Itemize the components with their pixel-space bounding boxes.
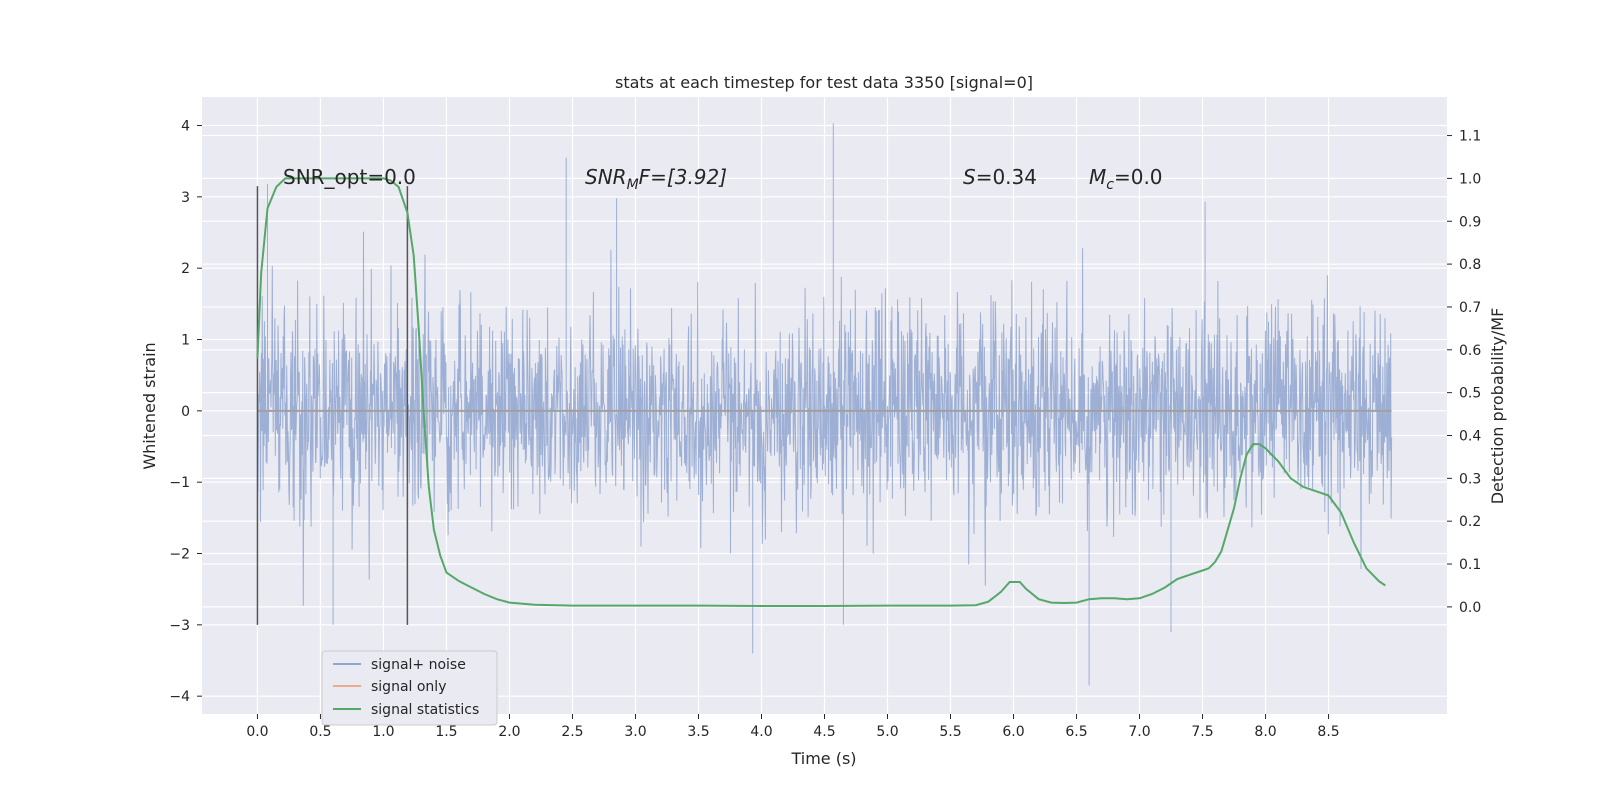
y2-tick-label: 0.9 (1459, 214, 1481, 230)
annotation-mc: Mc=0.0 (1089, 165, 1163, 193)
x-tick-label: 4.0 (750, 724, 772, 740)
y2-tick-label: 0.3 (1459, 471, 1481, 487)
y2-axis-label: Detection probability/MF (1488, 308, 1507, 505)
y-tick-label: −4 (169, 689, 190, 705)
series-signal-noise (256, 123, 1393, 686)
x-tick-label: 7.5 (1191, 724, 1213, 740)
annotation-snr-opt: SNR_opt=0.0 (283, 165, 416, 189)
x-axis-label: Time (s) (790, 749, 856, 768)
y2-tick-label: 0.1 (1459, 557, 1481, 573)
annotation-s: S=0.34 (963, 165, 1037, 189)
y-tick-label: 0 (181, 404, 190, 420)
x-tick-label: 4.5 (813, 724, 835, 740)
legend-box (321, 650, 498, 726)
marker-lines (256, 186, 409, 625)
signal-statistics-line (256, 177, 1386, 607)
y-tick-label: 1 (181, 333, 190, 349)
series-signal-statistics (256, 177, 1386, 607)
y2-tick-label: 0.7 (1459, 300, 1481, 316)
legend-label-signal-noise: signal+ noise (371, 657, 466, 673)
legend-label-signal-only: signal only (371, 679, 446, 695)
x-tick-label: 3.0 (624, 724, 646, 740)
chart-title: stats at each timestep for test data 335… (615, 73, 1033, 92)
y2-tick-label: 0.2 (1459, 514, 1481, 530)
x-tick-label: 1.0 (372, 724, 394, 740)
y2-tick-label: 0.8 (1459, 257, 1481, 273)
y2-tick-label: 0.0 (1459, 600, 1481, 616)
x-tick-label: 2.0 (498, 724, 520, 740)
y-tick-labels: 4 3 2 1 0 −1 −2 −3 −4 (169, 119, 202, 705)
x-tick-label: 3.5 (687, 724, 709, 740)
y-tick-label: −2 (169, 547, 190, 563)
x-tick-label: 5.0 (876, 724, 898, 740)
x-tick-label: 5.5 (939, 724, 961, 740)
y-tick-label: −3 (169, 618, 190, 634)
legend-label-signal-statistics: signal statistics (371, 702, 479, 718)
y-tick-label: 4 (181, 119, 190, 135)
x-tick-label: 0.5 (309, 724, 331, 740)
x-tick-label: 7.0 (1128, 724, 1150, 740)
x-tick-label: 0.0 (246, 724, 268, 740)
y2-tick-label: 0.6 (1459, 343, 1481, 359)
y2-tick-label: 1.0 (1459, 171, 1481, 187)
y2-tick-label: 0.5 (1459, 386, 1481, 402)
x-tick-label: 8.0 (1254, 724, 1276, 740)
x-tick-labels: 0.0 0.5 1.0 1.5 2.0 2.5 3.0 3.5 4.0 4.5 5.0 5.5 6.0 6… (246, 714, 1340, 740)
signal-noise-line (256, 123, 1393, 686)
x-tick-label: 8.5 (1317, 724, 1339, 740)
y-tick-label: 3 (181, 190, 190, 206)
y2-tick-label: 1.1 (1459, 129, 1481, 145)
legend: signal+ noise signal only signal statist… (321, 650, 498, 726)
x-tick-label: 1.5 (435, 724, 457, 740)
x-tick-label: 2.5 (561, 724, 583, 740)
y2-tick-label: 0.4 (1459, 428, 1481, 444)
y-tick-label: −1 (169, 475, 190, 491)
y-axis-label: Whitened strain (140, 342, 159, 469)
annotation-snr-mf: SNRMF=[3.92] (585, 165, 727, 193)
x-tick-label: 6.5 (1065, 724, 1087, 740)
y2-tick-labels: 1.1 1.0 0.9 0.8 0.7 0.6 0.5 0.4 0.3 0.2 0.1 0.0 (1447, 129, 1481, 616)
y-tick-label: 2 (181, 261, 190, 277)
x-tick-label: 6.0 (1002, 724, 1024, 740)
